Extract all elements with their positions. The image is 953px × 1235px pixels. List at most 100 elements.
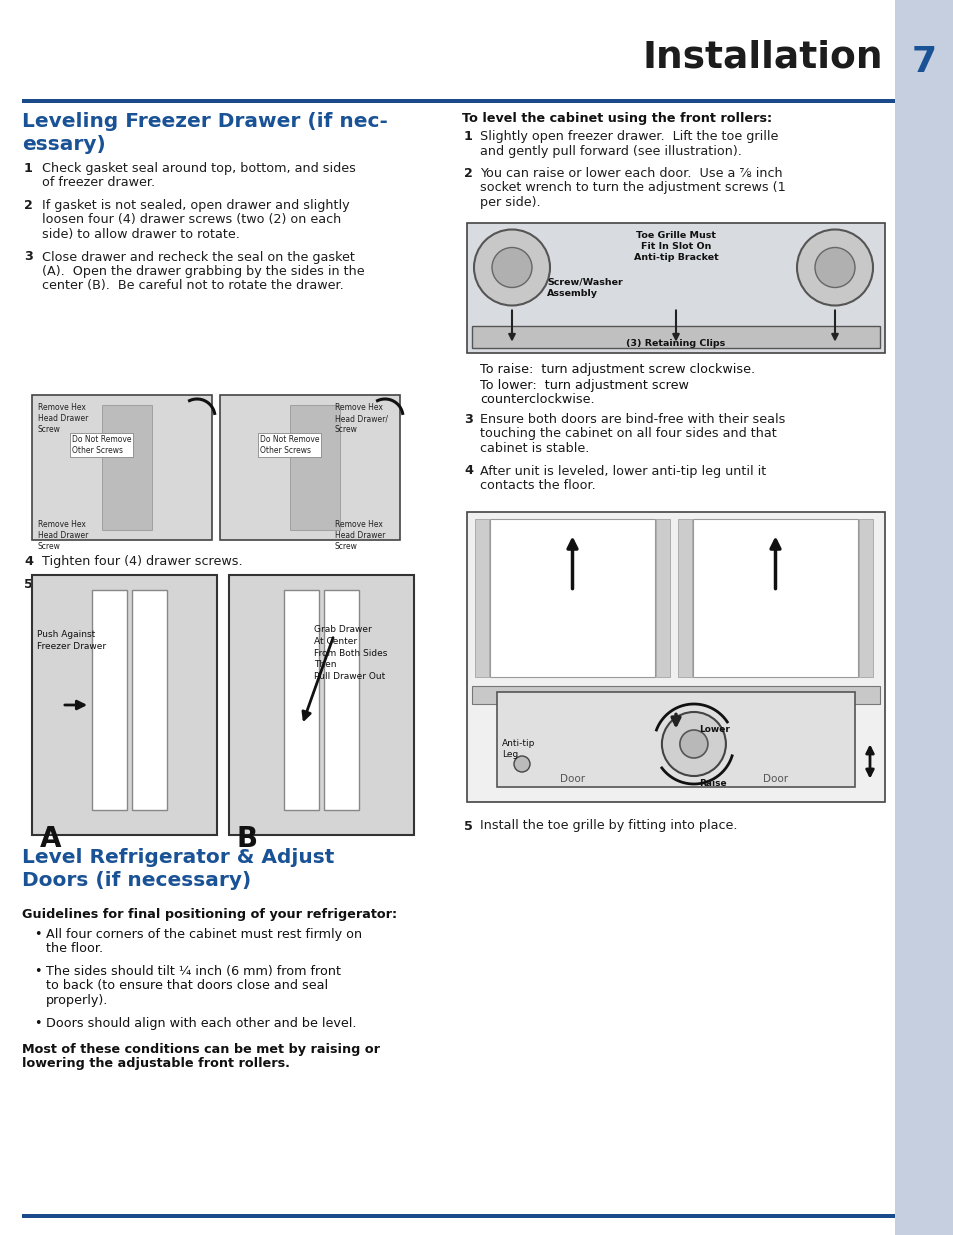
Text: Recheck gasket seal.: Recheck gasket seal. [42,578,176,590]
Text: Push Against
Freezer Drawer: Push Against Freezer Drawer [37,630,106,651]
Text: After unit is leveled, lower anti-tip leg until it: After unit is leveled, lower anti-tip le… [479,464,765,478]
Circle shape [661,713,725,776]
Text: 1: 1 [24,162,32,175]
Text: and gently pull forward (see illustration).: and gently pull forward (see illustratio… [479,144,741,158]
Text: center (B).  Be careful not to rotate the drawer.: center (B). Be careful not to rotate the… [42,279,343,293]
Text: (3) Retaining Clips: (3) Retaining Clips [626,338,725,347]
Text: The sides should tilt ¼ inch (6 mm) from front: The sides should tilt ¼ inch (6 mm) from… [46,965,340,978]
Text: Remove Hex
Head Drawer
Screw: Remove Hex Head Drawer Screw [38,403,89,435]
Text: All four corners of the cabinet must rest firmly on: All four corners of the cabinet must res… [46,927,362,941]
Text: Remove Hex
Head Drawer/
Screw: Remove Hex Head Drawer/ Screw [335,403,388,435]
Circle shape [474,230,550,305]
Text: properly).: properly). [46,994,109,1007]
Circle shape [514,756,530,772]
Text: per side).: per side). [479,196,540,209]
Text: counterclockwise.: counterclockwise. [479,393,594,406]
Bar [229,576,414,835]
Bar [475,519,489,677]
Text: Screw/Washer
Assembly: Screw/Washer Assembly [546,278,622,298]
Text: •: • [34,965,42,978]
Text: •: • [34,927,42,941]
Text: the floor.: the floor. [46,942,103,956]
Text: 4: 4 [24,555,33,568]
Text: 4: 4 [463,464,473,478]
Text: lowering the adjustable front rollers.: lowering the adjustable front rollers. [22,1057,290,1071]
Text: To lower:  turn adjustment screw: To lower: turn adjustment screw [479,378,688,391]
Bar [22,99,894,103]
Text: Door: Door [559,774,584,784]
Text: 3: 3 [24,251,32,263]
Text: Raise: Raise [699,778,726,788]
Bar [497,692,854,787]
Text: Do Not Remove
Other Screws: Do Not Remove Other Screws [71,435,132,456]
Text: To raise:  turn adjustment screw clockwise.: To raise: turn adjustment screw clockwis… [479,363,755,375]
Bar [132,590,167,810]
Text: Remove Hex
Head Drawer
Screw: Remove Hex Head Drawer Screw [38,520,89,551]
Bar [692,519,857,677]
Circle shape [814,247,854,288]
Text: cabinet is stable.: cabinet is stable. [479,442,589,454]
Bar [490,519,655,677]
Text: Slightly open freezer drawer.  Lift the toe grille: Slightly open freezer drawer. Lift the t… [479,130,778,143]
Text: Toe Grille Must
Fit In Slot On
Anti-tip Bracket: Toe Grille Must Fit In Slot On Anti-tip … [633,231,718,262]
Text: 7: 7 [911,44,936,79]
Text: B: B [236,825,258,853]
Bar [467,222,884,352]
Text: Most of these conditions can be met by raising or: Most of these conditions can be met by r… [22,1044,379,1056]
Text: touching the cabinet on all four sides and that: touching the cabinet on all four sides a… [479,427,776,441]
Text: to back (to ensure that doors close and seal: to back (to ensure that doors close and … [46,979,328,993]
Bar [467,511,884,802]
Text: of freezer drawer.: of freezer drawer. [42,177,155,189]
Bar [472,326,879,347]
Bar [894,0,953,1235]
Bar [678,519,691,677]
Bar [324,590,358,810]
Text: Install the toe grille by fitting into place.: Install the toe grille by fitting into p… [479,820,737,832]
Text: Close drawer and recheck the seal on the gasket: Close drawer and recheck the seal on the… [42,251,355,263]
Text: contacts the floor.: contacts the floor. [479,479,595,492]
Bar [22,1214,894,1218]
Text: Level Refrigerator & Adjust: Level Refrigerator & Adjust [22,848,334,867]
Bar [472,685,879,704]
Circle shape [492,247,532,288]
Text: Remove Hex
Head Drawer
Screw: Remove Hex Head Drawer Screw [335,520,385,551]
Text: Doors should align with each other and be level.: Doors should align with each other and b… [46,1016,356,1030]
Text: 3: 3 [463,412,473,426]
Text: If gasket is not sealed, open drawer and slightly: If gasket is not sealed, open drawer and… [42,199,349,212]
Text: 5: 5 [463,820,473,832]
Text: loosen four (4) drawer screws (two (2) on each: loosen four (4) drawer screws (two (2) o… [42,214,341,226]
Bar [102,405,152,530]
Bar [284,590,318,810]
Text: Check gasket seal around top, bottom, and sides: Check gasket seal around top, bottom, an… [42,162,355,175]
Text: You can raise or lower each door.  Use a ⅞ inch: You can raise or lower each door. Use a … [479,167,781,180]
Text: 2: 2 [24,199,32,212]
Circle shape [679,730,707,758]
Text: essary): essary) [22,135,106,154]
Text: •: • [34,1016,42,1030]
Text: Guidelines for final positioning of your refrigerator:: Guidelines for final positioning of your… [22,908,396,921]
Text: Lower: Lower [699,725,729,734]
Text: Door: Door [762,774,787,784]
Bar [656,519,669,677]
Text: 5: 5 [24,578,32,590]
Bar [290,405,339,530]
Text: 2: 2 [463,167,473,180]
Text: Leveling Freezer Drawer (if nec-: Leveling Freezer Drawer (if nec- [22,112,388,131]
Text: (A).  Open the drawer grabbing by the sides in the: (A). Open the drawer grabbing by the sid… [42,266,364,278]
Text: 1: 1 [463,130,473,143]
Bar [220,395,399,540]
Text: Anti-tip
Leg: Anti-tip Leg [501,739,535,760]
Text: Doors (if necessary): Doors (if necessary) [22,871,251,890]
Text: Do Not Remove
Other Screws: Do Not Remove Other Screws [260,435,319,456]
Text: Tighten four (4) drawer screws.: Tighten four (4) drawer screws. [42,555,242,568]
Bar [91,590,127,810]
Bar [32,576,216,835]
Text: Grab Drawer
At Center
From Both Sides
Then
Pull Drawer Out: Grab Drawer At Center From Both Sides Th… [314,625,387,682]
Bar [858,519,872,677]
Text: To level the cabinet using the front rollers:: To level the cabinet using the front rol… [461,112,771,125]
Text: socket wrench to turn the adjustment screws (1: socket wrench to turn the adjustment scr… [479,182,785,194]
Circle shape [796,230,872,305]
Text: side) to allow drawer to rotate.: side) to allow drawer to rotate. [42,228,239,241]
Text: A: A [40,825,61,853]
Bar [32,395,212,540]
